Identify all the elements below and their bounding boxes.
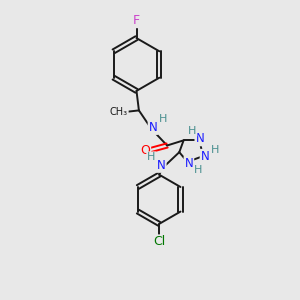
Text: N: N [148, 121, 158, 134]
Text: N: N [157, 159, 166, 172]
Text: N: N [184, 157, 193, 170]
Text: H: H [211, 145, 219, 155]
Text: H: H [147, 152, 156, 162]
Text: F: F [133, 14, 140, 27]
Text: H: H [194, 165, 202, 175]
Text: Cl: Cl [153, 236, 165, 248]
Text: N: N [195, 132, 204, 145]
Text: CH₃: CH₃ [110, 107, 128, 117]
Text: O: O [140, 143, 150, 157]
Text: H: H [159, 113, 167, 124]
Text: N: N [201, 150, 209, 163]
Text: H: H [188, 126, 196, 136]
